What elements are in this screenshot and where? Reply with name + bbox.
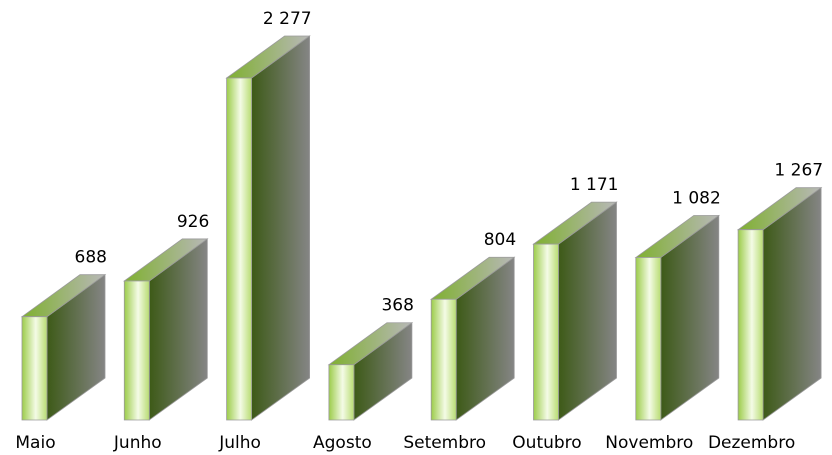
x-tick-label: Dezembro	[708, 433, 795, 453]
value-label: 2 277	[263, 9, 312, 29]
bar	[634, 214, 721, 421]
bar	[429, 256, 516, 421]
value-label: 1 171	[570, 175, 619, 195]
bar	[532, 201, 618, 421]
bar-front	[328, 364, 355, 421]
bar-front	[533, 243, 559, 421]
bar-front	[737, 229, 764, 421]
bar	[327, 321, 414, 421]
bar-front	[21, 316, 48, 421]
x-tick-label: Junho	[113, 433, 162, 453]
value-label: 804	[484, 230, 516, 250]
value-label: 1 082	[672, 188, 721, 208]
bar	[225, 35, 311, 421]
bar	[736, 186, 823, 421]
x-tick-label: Agosto	[313, 433, 372, 453]
x-tick-label: Julho	[218, 433, 261, 453]
bar-front	[430, 298, 457, 421]
x-tick-label: Setembro	[403, 433, 486, 453]
x-tick-label: Outubro	[512, 433, 581, 453]
value-label: 926	[177, 212, 209, 232]
bar-front	[226, 77, 253, 421]
value-label: 368	[381, 296, 413, 316]
bar	[20, 273, 107, 421]
bar	[123, 238, 209, 421]
bar-front	[635, 257, 662, 421]
bar-front	[123, 280, 150, 421]
x-tick-label: Novembro	[605, 433, 693, 453]
bar-side	[251, 35, 311, 421]
x-tick-label: Maio	[15, 433, 55, 453]
value-label: 1 267	[774, 161, 823, 181]
value-label: 688	[75, 248, 107, 268]
